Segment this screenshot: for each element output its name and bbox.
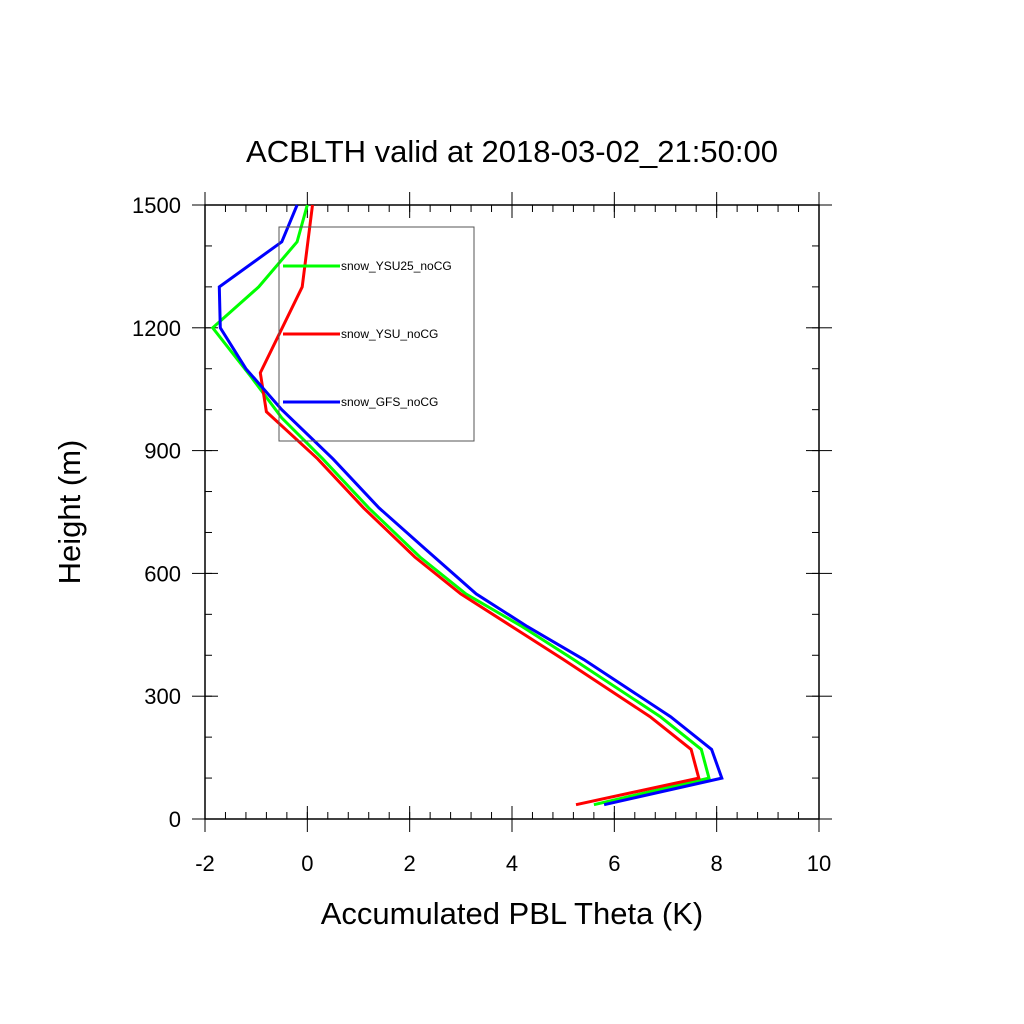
x-tick-label: 8 (711, 851, 723, 876)
x-tick-label: 6 (608, 851, 620, 876)
series-line-2 (258, 204, 701, 807)
axis-ticks (192, 192, 832, 832)
x-tick-label: -2 (195, 851, 215, 876)
x-tick-label: 4 (506, 851, 518, 876)
series-line-1 (210, 204, 711, 807)
legend-label: snow_YSU_noCG (341, 327, 438, 341)
legend-label: snow_GFS_noCG (341, 395, 438, 409)
y-tick-label: 300 (144, 684, 181, 709)
y-tick-label: 0 (169, 807, 181, 832)
x-tick-label: 10 (807, 851, 831, 876)
x-tick-label: 0 (301, 851, 313, 876)
y-tick-label: 1500 (132, 193, 181, 218)
legend-label: snow_YSU25_noCG (341, 259, 452, 273)
x-tick-label: 2 (404, 851, 416, 876)
chart-title: ACBLTH valid at 2018-03-02_21:50:00 (246, 134, 778, 169)
series-line-3 (217, 204, 724, 807)
y-tick-label: 1200 (132, 316, 181, 341)
series-lines (210, 204, 724, 807)
legend-box (278, 226, 475, 442)
y-axis-label: Height (m) (52, 440, 87, 585)
axis-tick-labels: -2 0 2 4 6 8 10 0 300 600 900 1200 1500 (132, 193, 831, 876)
x-axis-label: Accumulated PBL Theta (K) (321, 896, 704, 931)
y-tick-label: 900 (144, 439, 181, 464)
y-tick-label: 600 (144, 561, 181, 586)
legend: snow_YSU25_noCG snow_YSU_noCG snow_GFS_noC… (278, 226, 475, 442)
